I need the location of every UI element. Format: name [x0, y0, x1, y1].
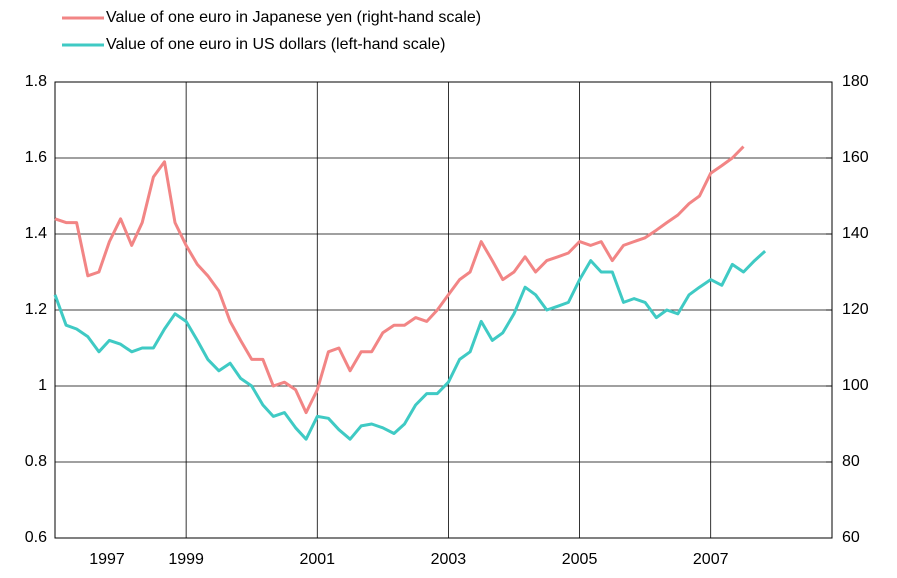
- y-tick-label: 1: [38, 377, 47, 394]
- y2-tick-label: 100: [842, 377, 869, 394]
- y2-tick-label: 80: [842, 453, 860, 470]
- y2-tick-label: 120: [842, 301, 869, 318]
- y-tick-label: 1.6: [25, 149, 47, 166]
- legend-label: Value of one euro in US dollars (left-ha…: [106, 36, 445, 53]
- x-tick-label: 1999: [168, 551, 204, 568]
- y-tick-label: 0.6: [25, 529, 47, 546]
- x-tick-label: 2001: [299, 551, 335, 568]
- y2-tick-label: 160: [842, 149, 869, 166]
- x-tick-label: 2007: [693, 551, 729, 568]
- y-tick-label: 1.8: [25, 73, 47, 90]
- x-tick-label: 1997: [89, 551, 125, 568]
- plot-frame: [54, 81, 833, 539]
- legend-label: Value of one euro in Japanese yen (right…: [106, 9, 481, 26]
- y2-tick-label: 60: [842, 529, 860, 546]
- series-line: [54, 145, 745, 415]
- x-tick-label: 2003: [431, 551, 467, 568]
- y2-tick-label: 180: [842, 73, 869, 90]
- y-tick-label: 0.8: [25, 453, 47, 470]
- x-tick-label: 2005: [562, 551, 598, 568]
- y-tick-label: 1.2: [25, 301, 47, 318]
- y2-tick-label: 140: [842, 225, 869, 242]
- series-line: [53, 249, 767, 441]
- y-tick-label: 1.4: [25, 225, 47, 242]
